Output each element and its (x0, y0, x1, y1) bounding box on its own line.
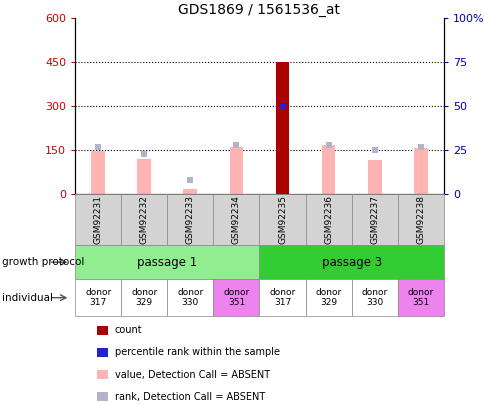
Text: GSM92236: GSM92236 (323, 195, 333, 244)
Text: GSM92232: GSM92232 (139, 195, 149, 244)
Text: donor
317: donor 317 (85, 288, 111, 307)
Bar (229, 147, 243, 194)
Bar (321, 145, 335, 194)
Text: donor
351: donor 351 (223, 288, 249, 307)
Title: GDS1869 / 1561536_at: GDS1869 / 1561536_at (178, 3, 340, 17)
Text: rank, Detection Call = ABSENT: rank, Detection Call = ABSENT (115, 392, 265, 402)
Point (324, 142, 332, 148)
Bar (137, 159, 151, 194)
Text: value, Detection Call = ABSENT: value, Detection Call = ABSENT (115, 370, 270, 379)
Text: GSM92231: GSM92231 (93, 195, 103, 244)
Text: donor
330: donor 330 (361, 288, 387, 307)
Text: GSM92235: GSM92235 (277, 195, 287, 244)
Text: donor
329: donor 329 (315, 288, 341, 307)
Text: count: count (115, 325, 142, 335)
Text: passage 3: passage 3 (321, 256, 381, 269)
Bar (275, 62, 289, 194)
Point (186, 177, 194, 183)
Text: growth protocol: growth protocol (2, 257, 85, 267)
Bar (183, 189, 197, 194)
Text: GSM92238: GSM92238 (415, 195, 424, 244)
Bar (367, 160, 381, 194)
Point (278, 103, 286, 110)
Text: donor
329: donor 329 (131, 288, 157, 307)
Text: GSM92237: GSM92237 (369, 195, 378, 244)
Text: percentile rank within the sample: percentile rank within the sample (115, 347, 279, 357)
Text: GSM92234: GSM92234 (231, 195, 241, 244)
Text: passage 1: passage 1 (137, 256, 197, 269)
Text: donor
330: donor 330 (177, 288, 203, 307)
Point (416, 144, 424, 150)
Point (370, 147, 378, 153)
Point (140, 151, 148, 157)
Text: GSM92233: GSM92233 (185, 195, 195, 244)
Bar (91, 151, 105, 194)
Text: individual: individual (2, 293, 53, 303)
Text: donor
317: donor 317 (269, 288, 295, 307)
Point (232, 142, 240, 148)
Point (94, 144, 102, 150)
Bar (413, 148, 427, 194)
Text: donor
351: donor 351 (407, 288, 433, 307)
